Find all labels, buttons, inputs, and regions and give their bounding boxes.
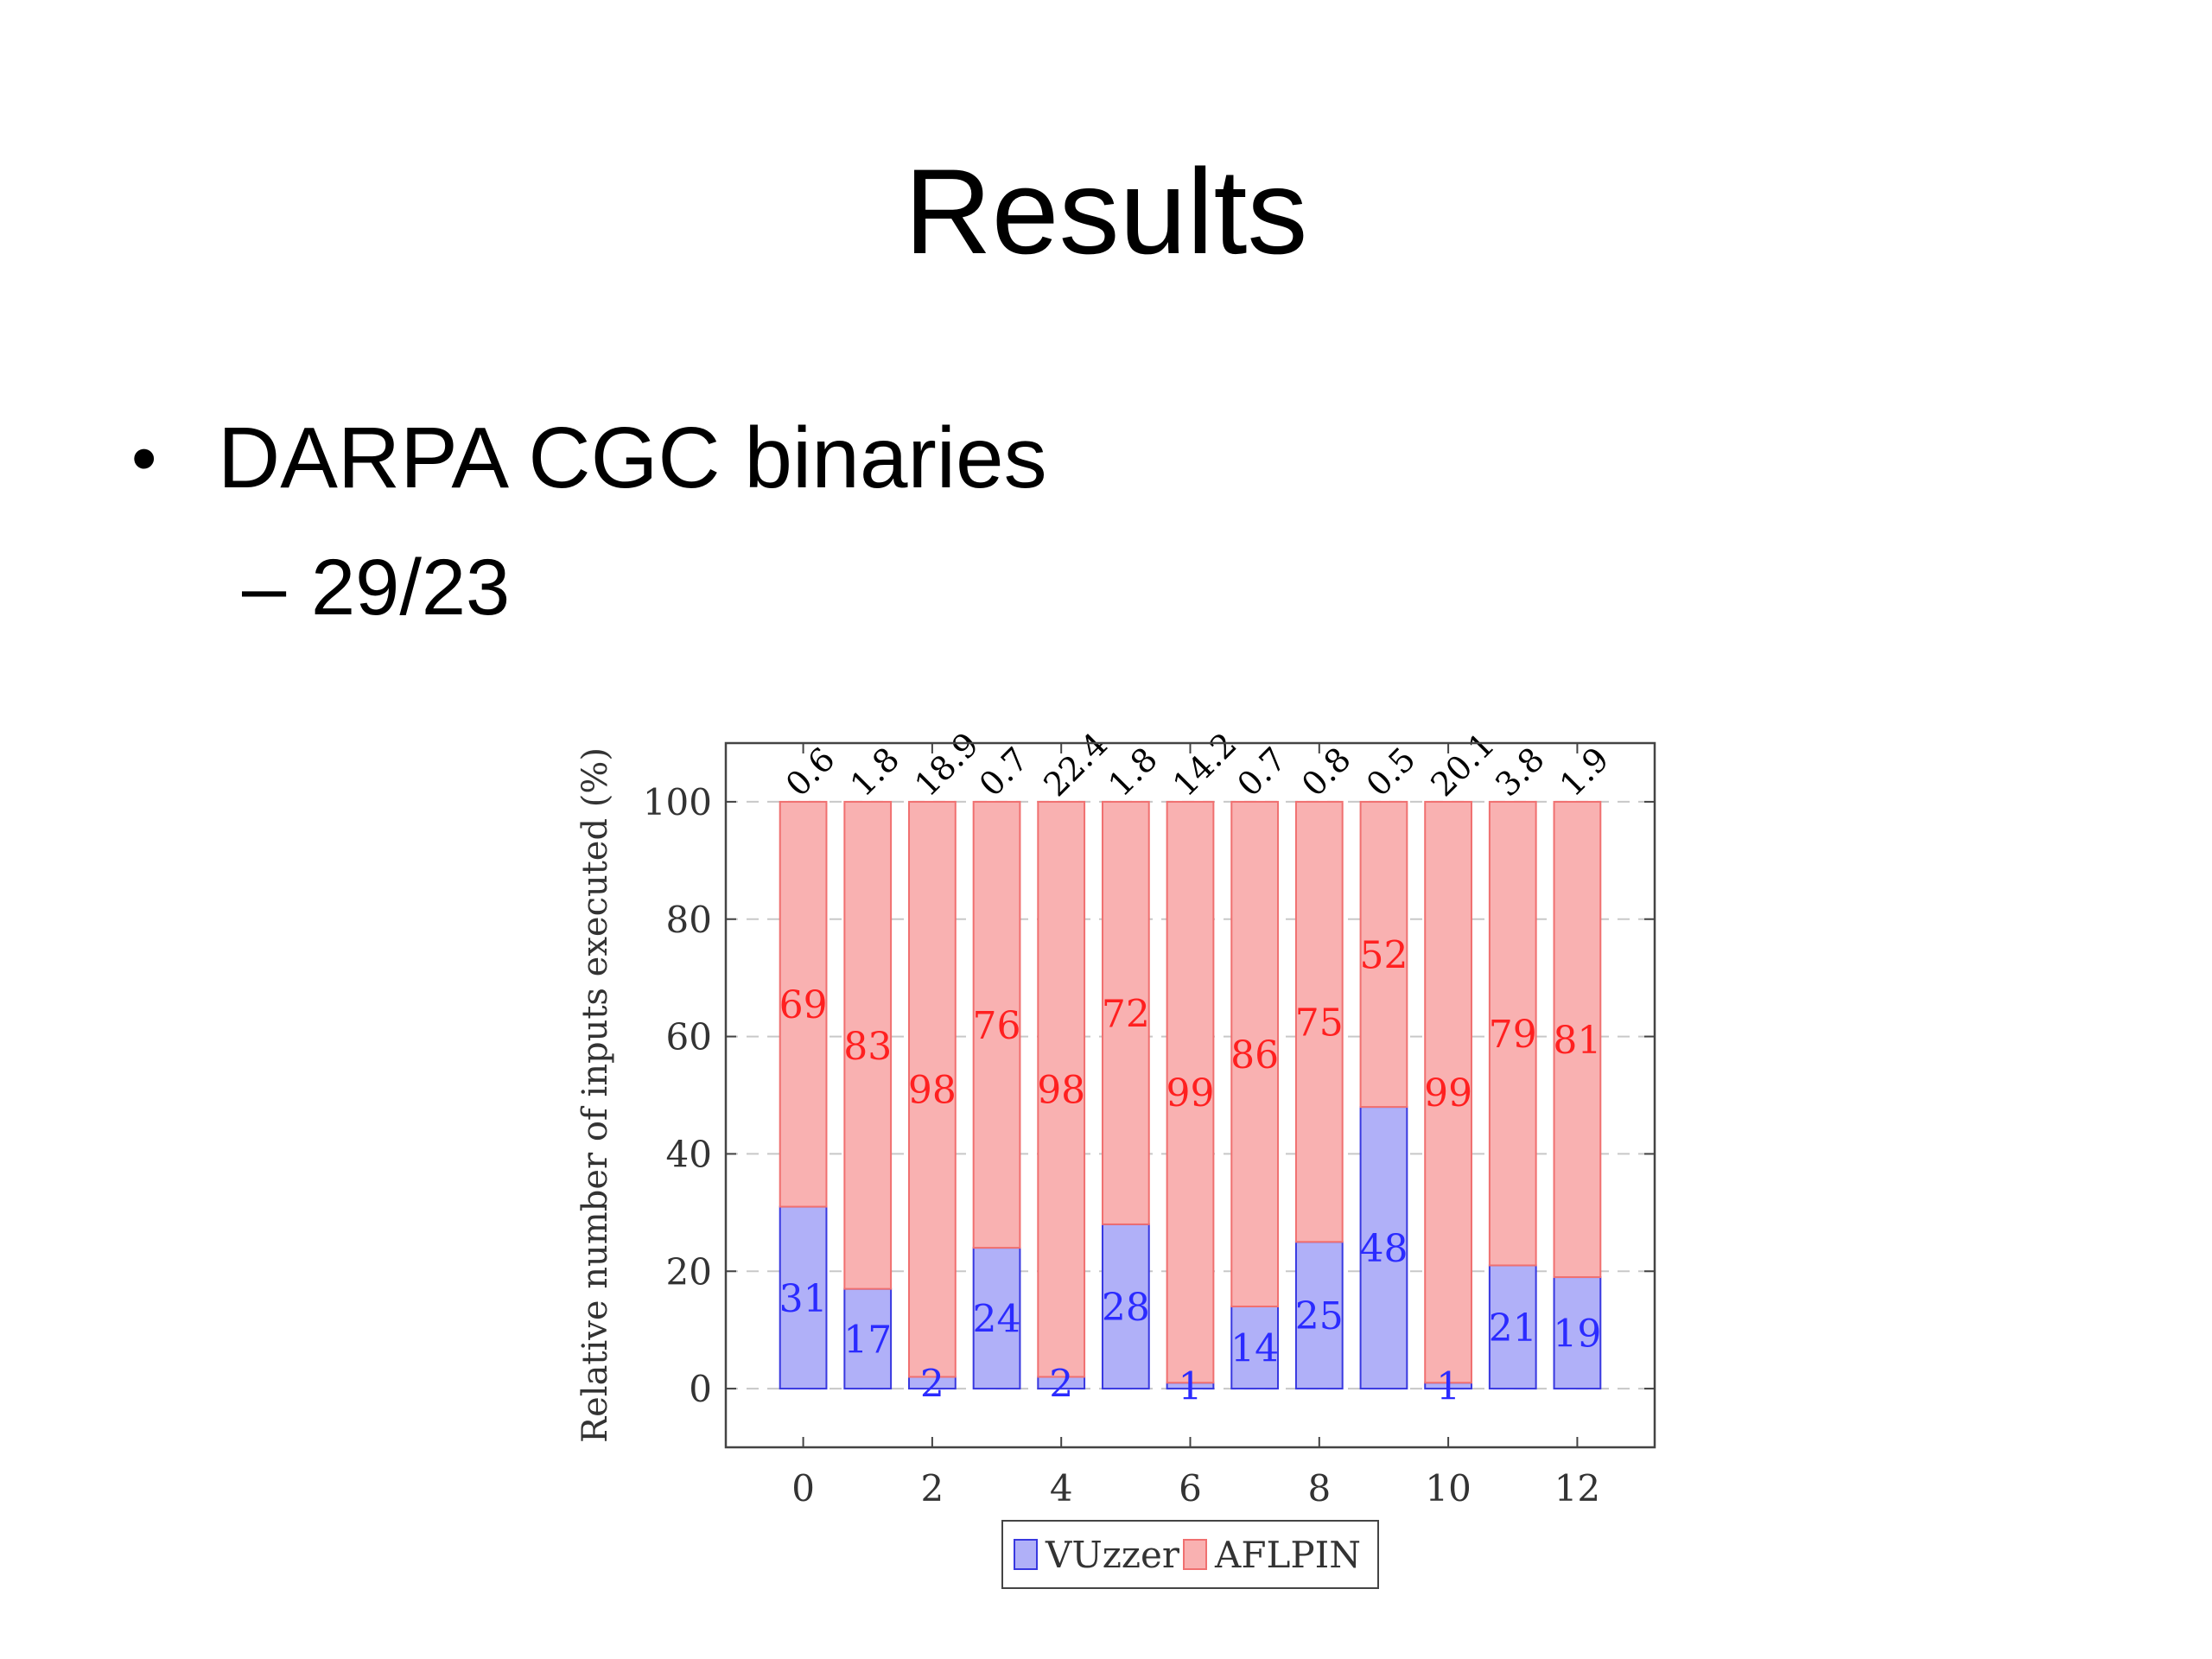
bar-aflpin: [1424, 800, 1472, 1384]
data-label-vuzzer: 17: [843, 1318, 892, 1362]
data-label-vuzzer: 31: [779, 1277, 828, 1321]
y-tick-label: 100: [643, 781, 712, 823]
legend-label-aflpin: AFLPIN: [1214, 1534, 1361, 1576]
bar-aflpin: [843, 800, 893, 1290]
data-label-vuzzer: 2: [920, 1362, 944, 1406]
legend-label-vuzzer: VUzzer: [1045, 1534, 1180, 1576]
x-tick-label: 8: [1307, 1467, 1331, 1510]
data-label-aflpin: 99: [1424, 1071, 1472, 1116]
bar-aflpin: [1166, 800, 1215, 1384]
bullet-text: DARPA CGC binaries: [218, 410, 1047, 506]
bar-aflpin: [1230, 800, 1280, 1307]
bar-aflpin: [1553, 800, 1602, 1279]
bar-aflpin: [779, 800, 828, 1208]
x-tick-label: 0: [791, 1467, 815, 1510]
bar-aflpin: [908, 800, 957, 1378]
data-label-aflpin: 72: [1102, 992, 1150, 1036]
x-tick-label: 6: [1179, 1467, 1202, 1510]
bar-aflpin: [972, 800, 1021, 1249]
top-value-label: 0.8: [1294, 740, 1358, 804]
data-label-aflpin: 86: [1230, 1033, 1279, 1077]
x-tick-label: 2: [921, 1467, 944, 1510]
data-label-vuzzer: 14: [1230, 1327, 1279, 1371]
top-value-label: 0.5: [1359, 740, 1423, 804]
top-value-label: 18.9: [907, 725, 986, 804]
data-label-aflpin: 81: [1553, 1019, 1601, 1063]
bar-vuzzer: [1553, 1276, 1602, 1390]
data-label-vuzzer: 25: [1295, 1294, 1344, 1338]
sub-bullet-item: –29/23: [242, 540, 510, 635]
bar-vuzzer: [1359, 1106, 1408, 1390]
bar-aflpin: [1294, 800, 1344, 1243]
data-label-aflpin: 99: [1166, 1071, 1215, 1116]
data-label-aflpin: 98: [908, 1069, 957, 1113]
data-label-aflpin: 83: [843, 1025, 892, 1069]
data-label-vuzzer: 48: [1359, 1227, 1408, 1271]
bar-aflpin: [1359, 800, 1408, 1109]
y-tick-label: 60: [666, 1016, 712, 1058]
bar-vuzzer: [972, 1247, 1021, 1390]
data-label-vuzzer: 2: [1049, 1362, 1073, 1406]
legend-swatch-vuzzer: [1014, 1539, 1038, 1570]
bullet-marker: •: [131, 417, 157, 499]
data-label-aflpin: 76: [973, 1004, 1021, 1048]
data-label-aflpin: 79: [1489, 1013, 1537, 1057]
x-tick-label: 4: [1050, 1467, 1073, 1510]
bar-vuzzer: [779, 1205, 828, 1390]
data-label-vuzzer: 19: [1553, 1313, 1601, 1357]
top-value-label: 20.1: [1423, 725, 1502, 804]
x-tick-label: 12: [1554, 1467, 1600, 1510]
data-label-vuzzer: 24: [973, 1298, 1021, 1342]
top-value-label: 0.6: [779, 740, 842, 804]
top-value-label: 1.9: [1553, 740, 1617, 804]
bar-aflpin: [1101, 800, 1150, 1225]
top-value-label: 1.8: [842, 740, 906, 804]
data-label-aflpin: 98: [1037, 1069, 1085, 1113]
y-tick-label: 20: [666, 1250, 712, 1293]
bar-aflpin: [1037, 800, 1086, 1378]
legend-swatch-aflpin: [1183, 1539, 1207, 1570]
top-value-label: 22.4: [1036, 725, 1115, 804]
bar-vuzzer: [1101, 1223, 1150, 1390]
sub-bullet-marker: –: [242, 543, 287, 632]
y-tick-label: 80: [666, 899, 712, 941]
data-label-aflpin: 52: [1359, 934, 1408, 978]
data-label-vuzzer: 28: [1102, 1286, 1150, 1330]
bar-vuzzer: [1488, 1264, 1537, 1390]
top-value-label: 14.2: [1166, 725, 1244, 804]
bullet-item: • DARPA CGC binaries: [131, 406, 1047, 510]
data-label-aflpin: 75: [1295, 1001, 1344, 1046]
bar-aflpin: [1488, 800, 1537, 1267]
bar-vuzzer: [843, 1287, 893, 1390]
data-label-vuzzer: 1: [1179, 1365, 1203, 1409]
data-label-vuzzer: 1: [1436, 1365, 1460, 1409]
y-axis-title: Relative number of inputs executed (%): [575, 747, 615, 1443]
slide-title: Results: [904, 143, 1308, 279]
stacked-bar-chart: 31690.617831.829818.924760.729822.428721…: [575, 725, 1656, 1589]
y-tick-label: 40: [666, 1133, 712, 1175]
bar-vuzzer: [1294, 1241, 1344, 1390]
y-tick-label: 0: [689, 1368, 712, 1410]
data-label-aflpin: 69: [779, 983, 828, 1027]
data-label-vuzzer: 21: [1489, 1306, 1537, 1351]
sub-bullet-text: 29/23: [311, 543, 511, 632]
x-tick-label: 10: [1425, 1467, 1471, 1510]
